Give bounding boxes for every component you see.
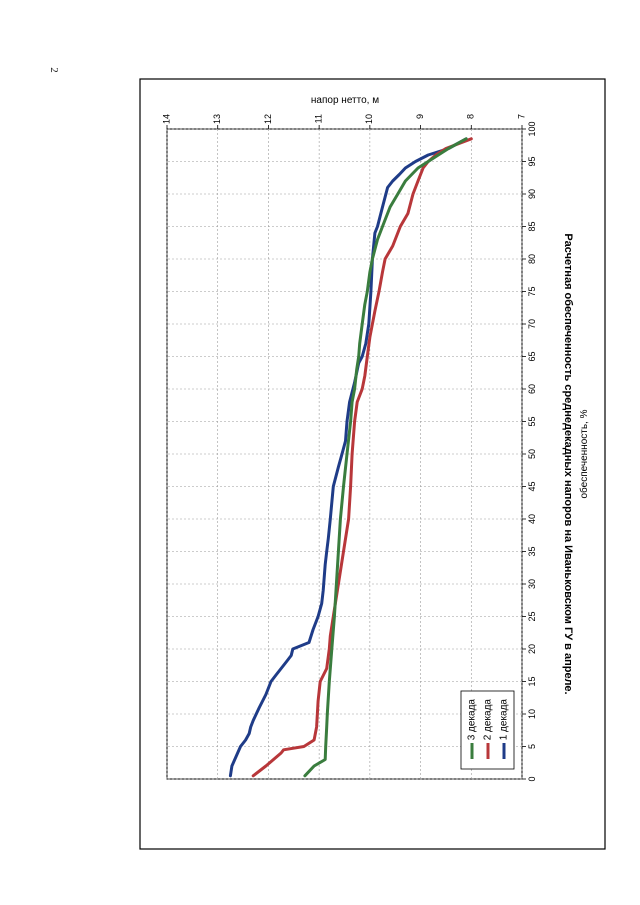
x-axis-title: обеспеченность, % [578,409,590,498]
y-tick-label: 9 [415,114,425,119]
y-tick-label: 14 [161,114,171,124]
x-tick-label: 75 [527,286,537,296]
series-lines [228,137,473,778]
legend: 1 декада 2 декада 3 декада [460,690,515,770]
x-tick-label: 0 [527,776,537,781]
x-tick-label: 100 [527,121,537,136]
x-tick-label: 50 [527,449,537,459]
x-tick-label: 85 [527,221,537,231]
grid [166,128,523,780]
x-tick-label: 65 [527,351,537,361]
x-tick-label: 25 [527,611,537,621]
chart-border [139,78,606,850]
y-tick-label: 11 [314,114,324,123]
x-tick-label: 15 [527,676,537,686]
x-tick-label: 30 [527,579,537,589]
x-tick-label: 95 [527,156,537,166]
chart-title: Расчетная обеспеченность среднедекадных … [562,233,574,694]
legend-label: 2 декада [483,699,494,741]
y-axis-ticks: 7 8 9 10 11 12 13 14 [161,114,526,129]
legend-box [460,690,515,770]
y-tick-label: 10 [364,114,374,124]
y-tick-label: 12 [263,114,273,124]
legend-label: 1 декада [499,699,510,741]
legend-label: 3 декада [467,699,478,741]
series-line-2 [251,137,473,778]
x-tick-label: 55 [527,416,537,426]
x-tick-label: 40 [527,514,537,524]
x-tick-label: 90 [527,189,537,199]
x-tick-label: 35 [527,546,537,556]
x-tick-label: 20 [527,644,537,654]
x-tick-label: 60 [527,384,537,394]
x-tick-label: 45 [527,481,537,491]
series-line-3 [303,137,468,778]
series-line-1 [228,137,468,778]
y-axis-title: напор нетто, м [311,95,379,106]
x-tick-label: 70 [527,319,537,329]
y-tick-label: 8 [466,114,476,119]
y-tick-label: 13 [212,114,222,124]
x-tick-label: 80 [527,254,537,264]
x-tick-label: 5 [527,744,537,749]
x-tick-label: 10 [527,709,537,719]
x-axis-ticks: 0 5 10 15 20 25 30 35 40 45 50 55 60 65 70 75 80 85 90 95 10… [522,121,537,782]
y-tick-label: 7 [516,114,526,119]
